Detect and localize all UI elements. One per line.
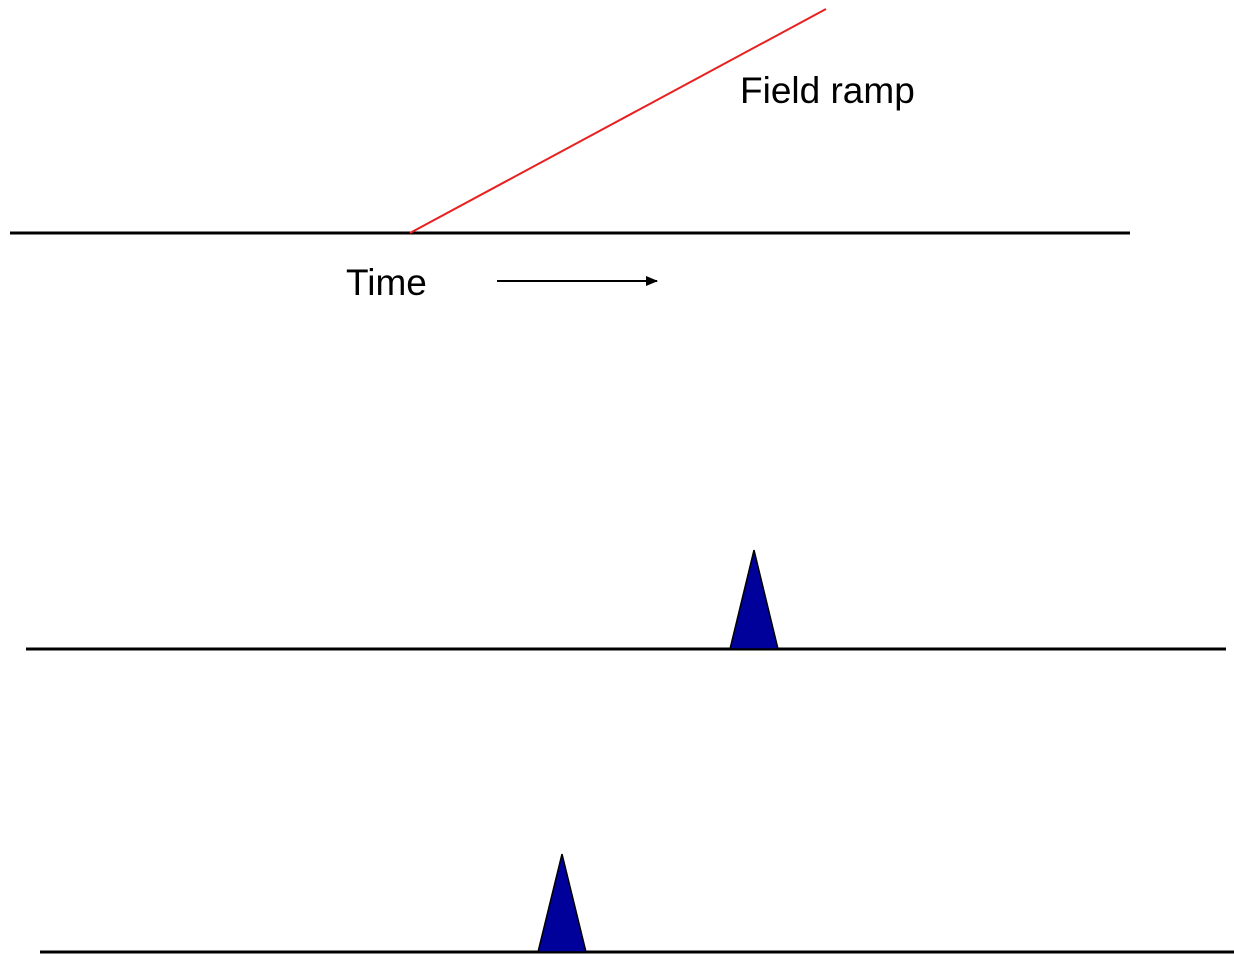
field-ramp-label: Field ramp — [740, 72, 915, 109]
peak-later — [730, 550, 778, 649]
field-ramp-line — [410, 9, 826, 233]
peak-earlier — [538, 854, 586, 952]
time-label: Time — [346, 264, 427, 301]
